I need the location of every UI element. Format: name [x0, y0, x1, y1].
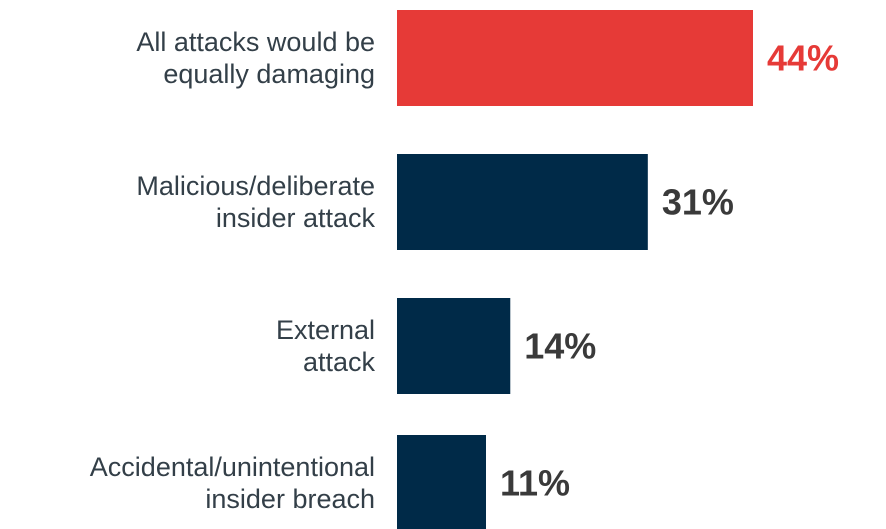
- value-label-0: 44%: [767, 38, 839, 79]
- value-label-2: 14%: [524, 326, 596, 367]
- category-label-1-line-0: Malicious/deliberate: [136, 171, 375, 201]
- category-label-3-line-0: Accidental/unintentional: [90, 452, 375, 482]
- value-label-1: 31%: [662, 182, 734, 223]
- bar-2: [397, 298, 511, 394]
- category-label-0-line-1: equally damaging: [163, 59, 375, 89]
- bar-1: [397, 154, 648, 250]
- bar-3: [397, 435, 486, 529]
- category-label-0-line-0: All attacks would be: [136, 27, 375, 57]
- category-label-2-line-0: External: [276, 315, 375, 345]
- value-label-3: 11%: [500, 463, 570, 504]
- category-label-2-line-1: attack: [303, 347, 376, 377]
- bar-0: [397, 10, 753, 106]
- category-label-3-line-1: insider breach: [205, 484, 375, 514]
- category-label-1-line-1: insider attack: [216, 203, 376, 233]
